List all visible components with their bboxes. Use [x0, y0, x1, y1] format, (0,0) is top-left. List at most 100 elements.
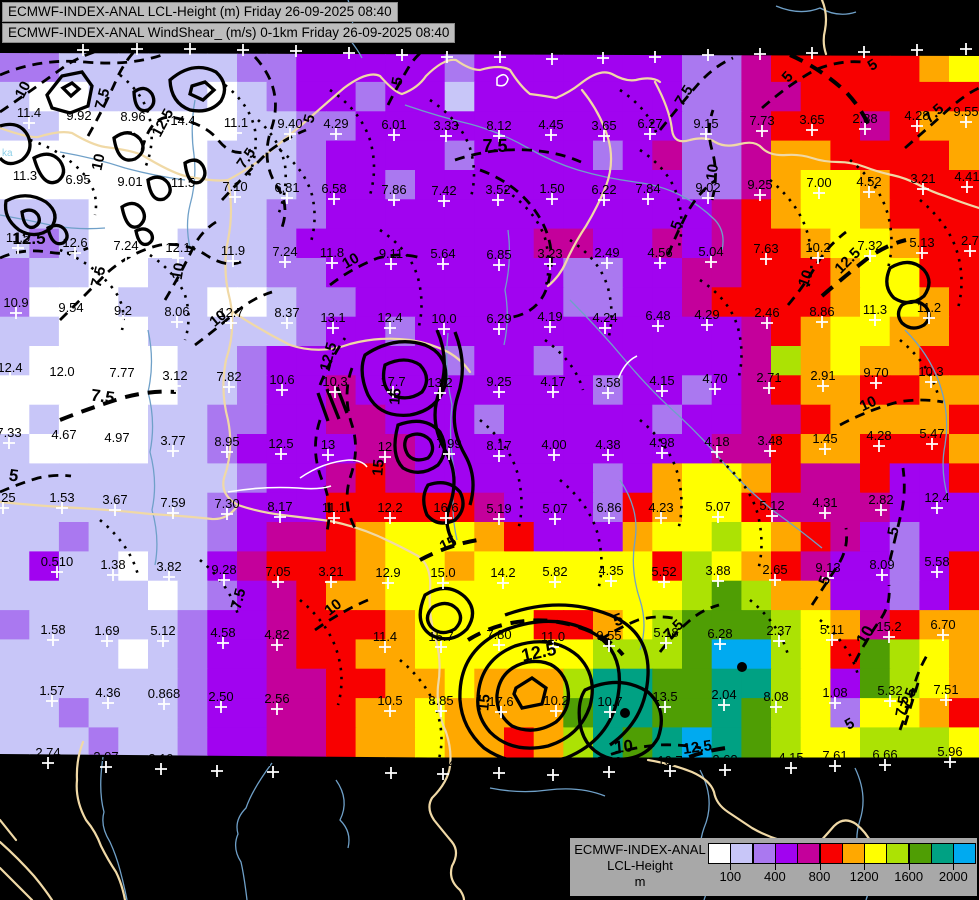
contour-label: 10 [339, 250, 362, 273]
station-value: 0.868 [148, 686, 181, 701]
station-value: 2.65 [762, 562, 787, 577]
contour-label: 7.5 [228, 587, 250, 612]
station-value: 5.12 [759, 498, 784, 513]
station-value: 12.6 [62, 235, 87, 250]
contour-label: 10 [703, 163, 722, 182]
station-value: 8.17 [267, 499, 292, 514]
station-value: 5.96 [937, 744, 962, 759]
contour-dot [620, 708, 630, 718]
station-value: 11.4 [17, 105, 41, 120]
station-value: 7.33 [0, 425, 22, 440]
station-value: 7.59 [160, 495, 185, 510]
station-value: 17.6 [488, 694, 513, 709]
station-value: 7.50 [486, 755, 511, 770]
station-value: 13.2 [427, 375, 452, 390]
station-value: 4.41 [954, 169, 979, 184]
legend-swatch [908, 843, 932, 864]
station-value: 5.19 [486, 501, 511, 516]
station-value: 9.55 [953, 104, 978, 119]
station-value: 2.96 [260, 754, 285, 769]
station-value: 13.5 [652, 689, 677, 704]
station-value: 5.13 [909, 235, 934, 250]
station-value: 3.52 [485, 182, 510, 197]
legend-swatch [819, 843, 843, 864]
station-value: 7.63 [753, 241, 778, 256]
contour-label: 7.5 [482, 136, 507, 156]
station-value: 11.1 [322, 500, 346, 515]
station-value: 10.7 [597, 694, 622, 709]
legend-swatch [774, 843, 798, 864]
station-value: 1.38 [100, 557, 125, 572]
contour-label: 10 [795, 268, 817, 289]
contour-label: 12.5 [12, 229, 45, 248]
station-value: 4.00 [541, 437, 566, 452]
station-value: 11.0 [541, 629, 565, 644]
station-value: 11.8 [320, 245, 344, 260]
station-value: 6.01 [381, 117, 406, 132]
station-value: 4.24 [430, 756, 455, 771]
station-value: 11.5 [6, 230, 30, 245]
station-value: 8.12 [486, 118, 511, 133]
station-value: 8.95 [214, 434, 239, 449]
station-value: 2.62 [712, 752, 737, 767]
station-value: 4.58 [210, 625, 235, 640]
station-value: 12.9 [375, 565, 400, 580]
station-value: 12.5 [268, 436, 293, 451]
station-value: 9.66 [596, 754, 621, 769]
contour-label: 10 [169, 262, 189, 281]
station-value: 4.31 [812, 495, 837, 510]
contour-label: 10 [613, 736, 634, 757]
station-value: 12.1 [165, 240, 190, 255]
station-value: 7.73 [749, 113, 774, 128]
station-value: 11.1 [224, 115, 248, 130]
station-value: 11.4 [373, 629, 397, 644]
station-value: 9.2 [114, 303, 132, 318]
station-value: 6.86 [596, 500, 621, 515]
station-value: 10.6 [269, 372, 294, 387]
station-value: 6.58 [321, 181, 346, 196]
station-value: 3.88 [705, 563, 730, 578]
station-value: 5.18 [653, 625, 678, 640]
station-value: 7.82 [216, 369, 241, 384]
station-value: 7.24 [113, 238, 138, 253]
station-value: 4.98 [649, 435, 674, 450]
station-value: 8.17 [486, 438, 511, 453]
station-value: 6.48 [645, 308, 670, 323]
station-value: 10.2 [543, 693, 568, 708]
station-value: 6.95 [65, 172, 90, 187]
legend-tick-label: 1200 [849, 869, 879, 884]
station-value: 7.00 [806, 175, 831, 190]
legend-tick [953, 864, 955, 870]
station-value: 4.28 [866, 428, 891, 443]
station-value: 11.2 [917, 300, 941, 315]
station-value: 5.64 [430, 246, 455, 261]
station-value: 7.32 [857, 238, 882, 253]
station-value: 3.33 [433, 118, 458, 133]
station-value: 3.23 [537, 246, 562, 261]
station-value: 9.11 [379, 246, 403, 261]
station-value: 2.74 [35, 745, 60, 760]
station-values: 11.4 9.92 8.96 14.4 11.1 9.40 4.29 6.01 3.33 8.12… [0, 104, 979, 772]
contour-label: 10 [12, 79, 35, 102]
station-value: 6.27 [637, 116, 662, 131]
station-value: 3.65 [799, 112, 824, 127]
station-value: 4.23 [648, 500, 673, 515]
station-value: 8.08 [763, 689, 788, 704]
station-value: 9.40 [277, 116, 302, 131]
station-value: 5.52 [651, 564, 676, 579]
station-value: 10.3 [918, 364, 943, 379]
legend-swatch [730, 843, 754, 864]
station-crosses [0, 43, 976, 781]
station-value: 11.5 [171, 175, 195, 190]
station-value: 3.12 [162, 368, 187, 383]
station-value: 2.46 [754, 305, 779, 320]
station-value: 6.28 [707, 626, 732, 641]
title-bar-lcl: ECMWF-INDEX-ANAL LCL-Height (m) Friday 2… [2, 2, 398, 22]
station-value: 3.21 [910, 171, 935, 186]
station-value: 2.50 [208, 689, 233, 704]
contour-label: 7.5 [892, 694, 912, 717]
station-value: 3.65 [591, 118, 616, 133]
